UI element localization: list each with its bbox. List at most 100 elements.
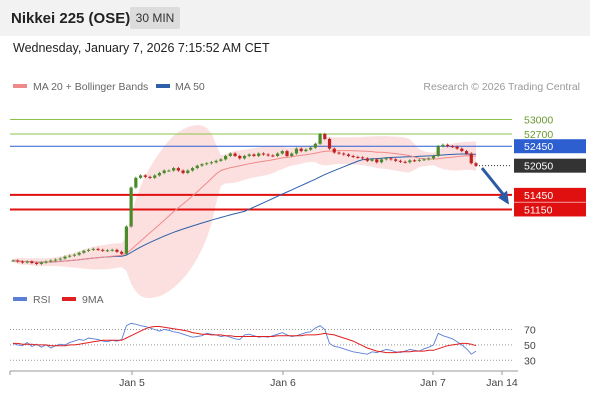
candle-body [105, 250, 110, 252]
candle-body [346, 154, 351, 156]
candle-body [427, 158, 431, 160]
candle-body [162, 170, 166, 173]
candle-body [157, 172, 162, 176]
candle-body [200, 164, 204, 166]
candle-body [224, 155, 228, 160]
rsi-level-label: 50 [524, 340, 536, 352]
candle-body [464, 151, 469, 154]
projection-arrow-shaft [480, 167, 507, 198]
candle-body [318, 134, 322, 144]
legend-label-rsi-ma: 9MA [82, 294, 104, 306]
candle-body [417, 159, 421, 161]
timeframe-button[interactable]: 30 MIN [130, 7, 180, 29]
candle-body [351, 155, 355, 157]
candle-body [280, 151, 284, 154]
candle-body [63, 256, 67, 259]
candle-body [474, 163, 478, 166]
candle-body [233, 153, 237, 156]
candle-body [242, 155, 247, 159]
candle-body [309, 147, 313, 150]
candle-body [228, 153, 232, 156]
candle-body [257, 153, 261, 156]
ma20-line [12, 150, 477, 263]
level-label-52450: 52450 [524, 141, 553, 153]
candle-body [120, 251, 124, 254]
candle-body [436, 146, 440, 156]
candle-body [261, 153, 265, 155]
candle-body [143, 175, 147, 177]
candle-body [214, 160, 218, 163]
candle-body [394, 159, 398, 161]
candle-body [446, 144, 450, 147]
candle-body [101, 249, 105, 251]
candle-body [455, 146, 459, 149]
legend-label-rsi: RSI [33, 294, 51, 306]
level-label-51150: 51150 [524, 204, 553, 216]
candle-body [398, 160, 403, 162]
candle-body [299, 148, 303, 152]
candle-body [44, 261, 48, 263]
candle-body [275, 153, 280, 156]
candle-body [30, 261, 34, 263]
rsi-level-label: 30 [524, 355, 536, 367]
level-label-53000: 53000 [524, 114, 553, 126]
candle-body [176, 168, 180, 171]
candle-body [72, 254, 77, 256]
candle-body [412, 160, 417, 162]
candle-body [16, 260, 20, 262]
candle-body [209, 162, 214, 164]
candle-body [11, 260, 15, 262]
candle-body [365, 158, 369, 161]
x-tick-label: Jan 14 [486, 377, 518, 389]
candle-body [323, 134, 327, 139]
rsi-ma-line [13, 326, 477, 354]
candle-body [290, 153, 294, 156]
candle-body [356, 156, 360, 158]
candle-body [181, 170, 185, 173]
legend-swatch-rsi-ma [62, 297, 76, 301]
legend-label-ma50: MA 50 [175, 81, 205, 93]
candle-body [195, 165, 199, 169]
candle-body [129, 187, 133, 227]
candle-body [327, 138, 332, 149]
candle-body [190, 168, 195, 171]
level-label-51450: 51450 [524, 190, 553, 202]
candle-body [294, 148, 299, 154]
candle-body [110, 249, 114, 251]
candle-body [450, 146, 454, 148]
candle-body [469, 153, 473, 164]
level-tag-51150 [514, 202, 586, 217]
candle-body [271, 155, 275, 157]
candle-body [342, 153, 346, 155]
bollinger-band [13, 125, 476, 299]
rsi-level-label: 70 [524, 325, 536, 337]
candle-body [403, 161, 407, 163]
level-tag-52450 [514, 139, 586, 154]
level-tag-51450 [514, 187, 586, 202]
candle-body [186, 170, 190, 173]
candle-body [379, 159, 384, 163]
legend-swatch-rsi [13, 297, 27, 301]
candle-body [337, 152, 341, 154]
candle-body [370, 159, 374, 161]
level-label-52700: 52700 [524, 129, 553, 141]
candle-body [441, 144, 445, 147]
legend-swatch-ma50 [156, 84, 170, 88]
candle-body [86, 249, 91, 251]
candle-body [134, 177, 138, 188]
candle-body [96, 248, 100, 250]
x-tick-label: Jan 6 [270, 377, 296, 389]
current-price-tag [514, 158, 586, 173]
candle-body [205, 163, 209, 165]
legend-swatch-ma20 [13, 84, 27, 88]
candle-body [247, 154, 251, 156]
header-bar: Nikkei 225 (OSE) 30 MIN [0, 0, 590, 36]
candle-body [153, 175, 157, 178]
candle-body [124, 226, 128, 254]
candle-body [35, 262, 39, 264]
x-tick-label: Jan 5 [119, 377, 145, 389]
instrument-title: Nikkei 225 (OSE) [11, 10, 131, 27]
copyright-label: Research © 2026 Trading Central [423, 81, 580, 93]
